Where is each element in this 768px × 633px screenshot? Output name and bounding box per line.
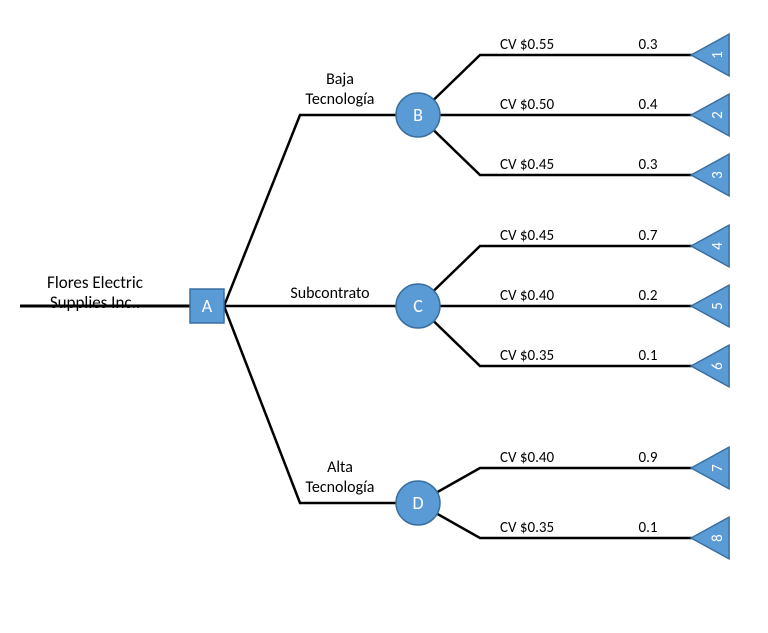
leaf-number-4: 4 xyxy=(709,242,727,250)
cv-label-8: CV $0.35 xyxy=(500,519,554,537)
prob-label-6: 0.1 xyxy=(639,347,658,365)
leaf-number-3: 3 xyxy=(709,171,727,179)
root-label-line2: Supplies Inc.. xyxy=(50,292,140,313)
branch-label-b-2: Tecnología xyxy=(306,90,375,109)
leaf-number-6: 6 xyxy=(709,362,727,370)
edge-a-b xyxy=(224,115,418,306)
cv-label-5: CV $0.40 xyxy=(500,287,554,305)
leaf-number-8: 8 xyxy=(709,534,727,542)
chance-node-b-label: B xyxy=(413,104,423,126)
chance-node-d-label: D xyxy=(412,492,423,514)
branch-label-d-1: Alta xyxy=(327,458,353,477)
chance-node-c-label: C xyxy=(413,295,423,317)
branch-label-d-2: Tecnología xyxy=(306,478,375,497)
cv-label-6: CV $0.35 xyxy=(500,347,554,365)
cv-label-4: CV $0.45 xyxy=(500,227,554,245)
prob-label-8: 0.1 xyxy=(639,519,658,537)
prob-label-2: 0.4 xyxy=(639,96,658,114)
cv-label-2: CV $0.50 xyxy=(500,96,554,114)
prob-label-4: 0.7 xyxy=(639,227,658,245)
leaf-number-5: 5 xyxy=(709,302,727,310)
branch-label-b-1: Baja xyxy=(326,70,354,89)
prob-label-1: 0.3 xyxy=(639,36,658,54)
leaf-number-2: 2 xyxy=(709,111,727,119)
cv-label-7: CV $0.40 xyxy=(500,449,554,467)
edge-d-leaf-7 xyxy=(418,468,692,503)
prob-label-5: 0.2 xyxy=(639,287,658,305)
edge-a-d xyxy=(224,306,418,503)
prob-label-3: 0.3 xyxy=(639,156,658,174)
prob-label-7: 0.9 xyxy=(639,449,658,467)
decision-node-a-label: A xyxy=(202,295,213,317)
leaf-number-1: 1 xyxy=(709,51,727,59)
cv-label-1: CV $0.55 xyxy=(500,36,554,54)
decision-tree-diagram: Flores ElectricSupplies Inc..ABajaTecnol… xyxy=(0,0,768,633)
leaf-number-7: 7 xyxy=(709,464,727,472)
branch-label-c-1: Subcontrato xyxy=(290,284,369,303)
root-label-line1: Flores Electric xyxy=(47,272,143,293)
cv-label-3: CV $0.45 xyxy=(500,156,554,174)
